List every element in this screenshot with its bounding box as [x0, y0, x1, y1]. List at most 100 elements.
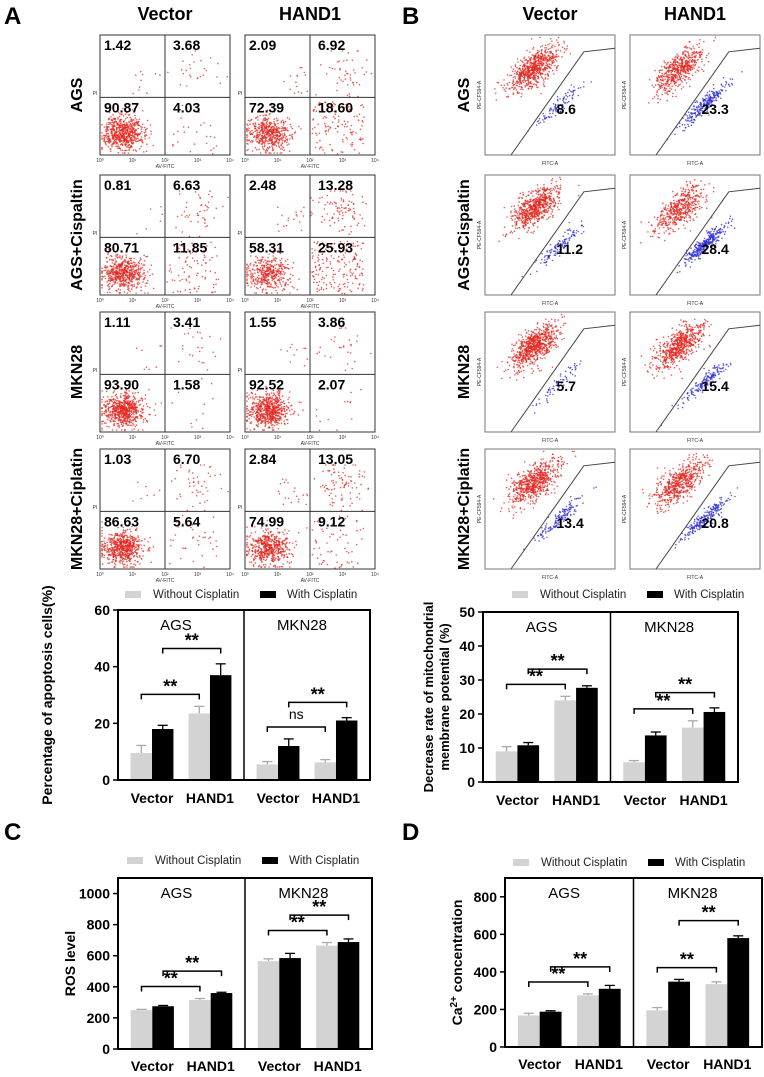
event-dot: [170, 327, 172, 329]
event-dot: [111, 429, 114, 431]
event-dot: [206, 369, 209, 371]
event-dot: [269, 137, 272, 139]
event-dot: [120, 422, 123, 424]
event-dot: [209, 270, 212, 273]
event-dot: [126, 124, 128, 127]
event-dot: [126, 135, 129, 138]
event-dot: [351, 282, 354, 285]
event-dot: [101, 138, 103, 140]
x-tick-label: 10⁰: [241, 298, 249, 304]
event-dot: [278, 392, 281, 395]
event-dot: [140, 410, 142, 413]
event-dot: [203, 67, 206, 70]
event-dot: [103, 412, 105, 415]
event-dot: [109, 548, 112, 551]
event-dot: [118, 404, 121, 407]
event-dot: [271, 279, 274, 282]
event-dot: [119, 273, 122, 275]
event-dot: [246, 264, 248, 266]
quadrant-value-ll: 80.71: [104, 239, 139, 255]
event-dot: [281, 289, 284, 292]
event-dot: [199, 502, 201, 505]
event-dot: [270, 403, 273, 405]
event-dot: [332, 269, 335, 272]
event-dot: [323, 219, 326, 221]
event-dot: [273, 118, 276, 120]
event-dot: [132, 545, 135, 548]
event-dot: [227, 490, 229, 493]
event-dot: [281, 126, 284, 128]
event-dot: [202, 74, 205, 76]
event-dot: [271, 141, 274, 144]
event-dot: [256, 396, 258, 398]
event-dot: [261, 421, 264, 423]
event-dot: [291, 408, 293, 411]
event-dot: [202, 413, 204, 415]
event-dot: [138, 264, 140, 267]
event-dot: [274, 267, 277, 270]
event-dot: [259, 262, 262, 265]
event-dot: [127, 282, 129, 285]
event-dot: [336, 89, 338, 92]
event-dot: [219, 82, 222, 85]
event-dot: [134, 564, 137, 566]
event-dot: [289, 88, 292, 91]
event-dot: [258, 274, 260, 277]
event-dot: [144, 394, 147, 396]
event-dot: [264, 140, 267, 143]
event-dot: [132, 399, 135, 401]
event-dot: [108, 537, 110, 539]
event-dot: [130, 545, 132, 547]
event-dot: [131, 127, 133, 129]
event-dot: [122, 272, 125, 275]
event-dot: [249, 422, 251, 424]
event-dot: [329, 356, 332, 359]
event-dot: [125, 281, 128, 284]
event-dot: [186, 214, 188, 217]
event-dot: [112, 419, 114, 422]
event-dot: [271, 292, 273, 294]
event-dot: [122, 281, 125, 284]
event-dot: [123, 264, 126, 266]
event-dot: [103, 422, 106, 424]
event-dot: [179, 557, 182, 560]
event-dot: [319, 197, 321, 199]
event-dot: [272, 131, 274, 134]
event-dot: [292, 261, 295, 264]
event-dot: [287, 398, 289, 401]
event-dot: [202, 493, 204, 496]
event-dot: [119, 270, 122, 272]
event-dot: [205, 142, 208, 145]
event-dot: [176, 141, 179, 143]
event-dot: [214, 355, 217, 358]
event-dot: [197, 272, 199, 275]
event-dot: [117, 550, 119, 552]
x-tick-label: 10¹: [129, 298, 137, 304]
event-dot: [270, 277, 273, 279]
event-dot: [264, 422, 267, 424]
event-dot: [107, 145, 110, 148]
event-dot: [133, 402, 136, 404]
event-dot: [122, 416, 125, 418]
event-dot: [133, 138, 135, 141]
quadrant-value-ul: 0.81: [104, 177, 131, 193]
event-dot: [124, 534, 127, 537]
event-dot: [296, 75, 299, 77]
event-dot: [116, 537, 119, 540]
event-dot: [324, 152, 326, 154]
event-dot: [353, 257, 356, 259]
event-dot: [213, 136, 216, 139]
event-dot: [261, 145, 264, 148]
event-dot: [111, 552, 113, 554]
event-dot: [344, 74, 346, 76]
event-dot: [352, 207, 355, 210]
event-dot: [107, 279, 110, 282]
event-dot: [316, 287, 319, 290]
quadrant-value-ll: 72.39: [249, 99, 284, 115]
event-dot: [298, 278, 300, 281]
event-dot: [130, 134, 133, 137]
event-dot: [315, 94, 317, 96]
event-dot: [127, 402, 129, 405]
